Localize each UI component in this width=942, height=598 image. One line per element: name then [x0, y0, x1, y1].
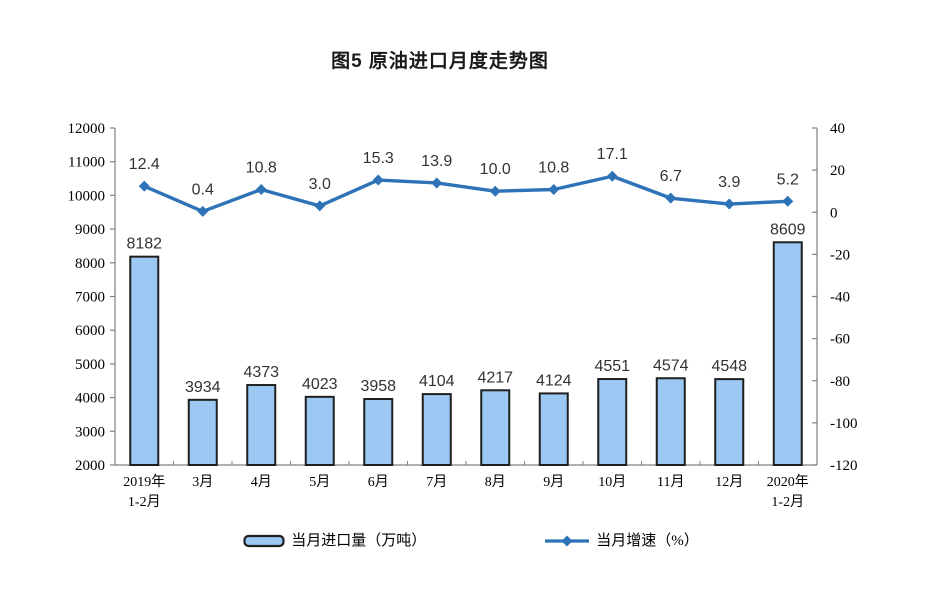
- bar-series-swatch-icon: [243, 534, 285, 548]
- bar: [714, 378, 745, 466]
- growth-line: [142, 174, 790, 214]
- line-value-label: 15.3: [363, 150, 394, 167]
- bar-value-label: 3934: [185, 379, 221, 396]
- bar: [129, 255, 160, 466]
- line-value-label: 13.9: [421, 153, 452, 170]
- bar-value-label: 8182: [126, 236, 162, 253]
- right-axis-tick-label: -80: [830, 374, 850, 390]
- left-axis-tick-label: 12000: [68, 121, 106, 137]
- line-marker: [255, 184, 267, 196]
- x-axis-label: 8月: [485, 474, 506, 490]
- x-axis-label: 5月: [309, 474, 330, 490]
- bar: [538, 392, 569, 466]
- line-marker: [723, 198, 735, 210]
- left-axis-tick-label: 11000: [68, 155, 105, 171]
- bar-value-label: 8609: [770, 221, 806, 238]
- line-value-label: 5.2: [777, 171, 799, 188]
- legend-label-growth: 当月增速（%）: [596, 533, 699, 549]
- right-axis-tick-label: -40: [830, 290, 850, 306]
- left-axis-tick-label: 10000: [68, 188, 106, 204]
- left-axis-tick-label: 6000: [75, 323, 105, 339]
- line-series-swatch-icon: [545, 535, 590, 547]
- right-axis-tick-label: 0: [830, 205, 838, 221]
- line-value-label: 10.0: [480, 161, 511, 178]
- x-axis-label: 4月: [251, 474, 272, 490]
- right-axis-tick-label: 40: [830, 121, 845, 137]
- line-value-label: 12.4: [129, 156, 160, 173]
- x-axis-label: 10月: [598, 474, 626, 490]
- left-axis-tick-label: 7000: [75, 290, 105, 306]
- x-axis-label: 2019年: [123, 474, 165, 490]
- x-axis-label: 2020年: [767, 474, 809, 490]
- line-marker: [431, 177, 443, 189]
- line-marker: [489, 185, 501, 197]
- line-marker: [197, 205, 209, 217]
- line-value-label: 3.9: [718, 174, 740, 191]
- left-axis-tick-label: 5000: [75, 357, 105, 373]
- line-value-label: 10.8: [246, 160, 277, 177]
- line-marker: [665, 192, 677, 204]
- line-value-label: 10.8: [538, 160, 569, 177]
- legend-item-growth: 当月增速（%）: [544, 531, 699, 551]
- legend-item-imports: 当月进口量（万吨）: [243, 531, 426, 551]
- line-marker: [372, 174, 384, 186]
- line-marker: [314, 200, 326, 212]
- x-axis-label: 1-2月: [771, 494, 804, 510]
- legend-line-marker: [561, 535, 573, 547]
- bar-value-label: 4548: [711, 358, 747, 375]
- line-marker: [782, 195, 794, 207]
- chart-title: 图5 原油进口月度走势图: [331, 51, 549, 72]
- x-axis-label: 11月: [657, 474, 684, 490]
- line-value-label: 3.0: [309, 176, 331, 193]
- left-axis-tick-label: 2000: [75, 458, 105, 474]
- bar-value-label: 4574: [653, 357, 689, 374]
- bar: [480, 389, 511, 467]
- legend-label-imports: 当月进口量（万吨）: [291, 533, 427, 549]
- bar: [772, 241, 803, 466]
- right-axis-tick-label: -60: [830, 332, 850, 348]
- left-axis-tick-label: 3000: [75, 424, 105, 440]
- bar: [363, 398, 394, 467]
- chart-legend: 当月进口量（万吨） 当月增速（%）: [0, 531, 942, 551]
- bar-value-label: 4104: [419, 373, 455, 390]
- line-value-label: 17.1: [597, 146, 628, 163]
- left-axis-tick-label: 9000: [75, 222, 105, 238]
- left-axis-tick-label: 8000: [75, 256, 105, 272]
- line-value-label: 6.7: [660, 168, 682, 185]
- x-axis-label: 9月: [543, 474, 564, 490]
- right-axis-tick-label: -100: [830, 416, 858, 432]
- x-axis-label: 3月: [192, 474, 213, 490]
- left-axis-tick-label: 4000: [75, 391, 105, 407]
- bar: [597, 378, 628, 467]
- bar-value-label: 4124: [536, 372, 572, 389]
- line-marker: [138, 180, 150, 192]
- bar: [304, 395, 335, 466]
- bar-value-label: 4023: [302, 376, 338, 393]
- legend-bar-swatch: [243, 534, 285, 548]
- right-axis-tick-label: -120: [830, 458, 858, 474]
- bar: [187, 398, 218, 466]
- bar-value-label: 4373: [243, 364, 279, 381]
- line-marker: [606, 170, 618, 182]
- bar-value-label: 4551: [594, 358, 630, 375]
- bar-value-label: 4217: [477, 369, 513, 386]
- bar: [421, 393, 452, 467]
- x-axis-label: 7月: [426, 474, 447, 490]
- bar-value-label: 3958: [360, 378, 396, 395]
- line-marker: [548, 184, 560, 196]
- x-axis-label: 12月: [715, 474, 743, 490]
- x-axis-label: 1-2月: [128, 494, 161, 510]
- x-axis-label: 6月: [368, 474, 389, 490]
- line-value-label: 0.4: [192, 181, 214, 198]
- bar: [655, 377, 686, 466]
- right-axis-tick-label: -20: [830, 247, 850, 263]
- bar: [246, 384, 277, 467]
- right-axis-tick-label: 20: [830, 163, 845, 179]
